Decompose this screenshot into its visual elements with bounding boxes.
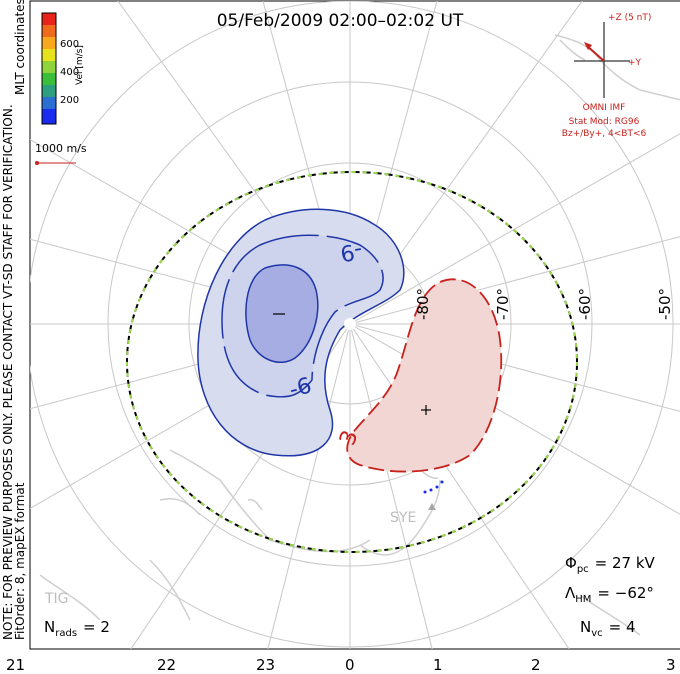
svg-text:Φpc= 27 kV: Φpc = 27 kV [565,554,656,575]
lat-label-60: -60° [576,288,594,320]
nrads-value: = 2 [83,618,110,636]
colorbar: 600 400 200 Vel [m/s] [41,12,85,125]
imf-y-label: +Y [628,58,642,68]
mlt-label-1: 1 [433,656,443,674]
nrads-sub: rads [55,628,77,639]
imf-dial: +Z (5 nT) +Y OMNI IMF Stat Mod: RG96 Bz+… [562,13,652,139]
nvc-value: = 4 [609,618,636,636]
colorbar-tick-400: 400 [60,67,79,78]
mlt-label-3: 3 [666,656,676,674]
phi-pc-value: = 27 kV [595,554,656,572]
side-note-fitorder: FitOrder: 8, mapEX format [13,482,27,640]
coord-label: MLT coordinates [13,0,27,95]
colorbar-tick-600: 600 [60,39,79,50]
imf-model: Stat Mod: RG96 [569,117,640,127]
colorbar-tick-200: 200 [60,95,79,106]
imf-title: OMNI IMF [583,103,626,113]
mlt-label-22: 22 [157,656,176,674]
svg-text:Nrads= 2: Nrads = 2 [44,618,110,639]
lat-label-70: -70° [494,288,512,320]
mlt-label-21: 21 [6,656,25,674]
mlt-axis: 21 22 23 0 1 2 3 [6,656,676,674]
positive-potential-cell [346,278,503,473]
colorbar-label: Vel [m/s] [75,45,85,85]
phi-pc-symbol: Φ [565,554,577,572]
velocity-vectors [423,480,444,494]
imf-z-label: +Z (5 nT) [608,13,651,23]
map-title: 05/Feb/2009 02:00–02:02 UT [217,11,464,31]
station-label-sye: SYE [390,510,416,526]
nvc-symbol: N [580,618,591,636]
station-label-tig: TIG [44,591,69,607]
phi-pc-sub: pc [577,564,589,575]
side-note: NOTE: FOR PREVIEW PURPOSES ONLY. PLEASE … [1,104,15,640]
mlt-label-23: 23 [256,656,275,674]
lambda-hm-symbol: Λ [565,584,576,602]
nvc-sub: vc [591,628,602,639]
mlt-label-2: 2 [531,656,541,674]
vector-scale-dot [35,161,39,165]
hm-boundary [126,171,578,553]
cell-markers [273,313,431,415]
svg-text:Nvc= 4: Nvc = 4 [580,618,636,639]
lambda-hm-value: = −62° [597,584,654,602]
nrads-symbol: N [44,618,55,636]
contour-label-neg9: -9 [338,237,364,265]
pole-marker [344,318,356,330]
coastlines [39,34,680,636]
vector-scale-label: 1000 m/s [35,142,87,155]
lambda-hm-sub: HM [575,594,591,605]
station-marker [428,503,436,510]
stats: Φpc = 27 kV ΛHM = −62° Nvc = 4 Nrads = 2 [44,554,656,639]
imf-condition: Bz+/By+, 4<BT<6 [562,129,647,139]
svg-text:ΛHM= −62°: ΛHM = −62° [565,584,654,605]
lat-label-50: -50° [656,288,674,320]
mlt-label-0: 0 [345,656,355,674]
lat-label-80: -80° [414,288,432,320]
